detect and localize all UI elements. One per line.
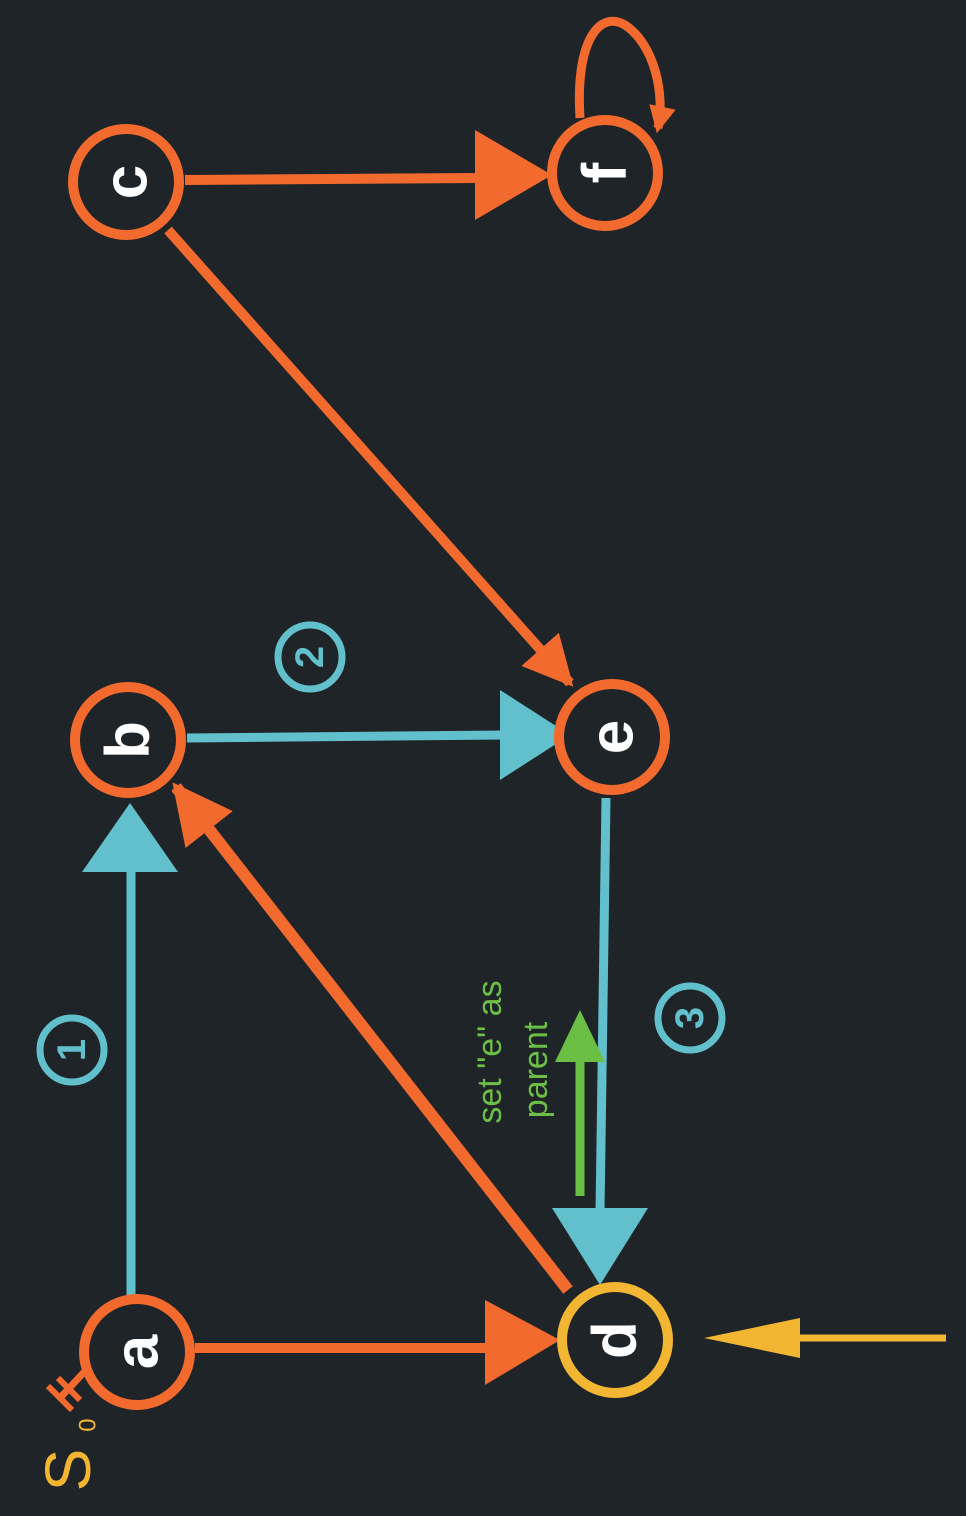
- edge-d-b: [171, 782, 573, 1294]
- step-3-label: 3: [668, 1007, 712, 1029]
- node-e: e: [554, 679, 670, 795]
- node-a: a: [79, 1294, 195, 1410]
- edge-c-e: [164, 226, 574, 687]
- parent-note-line-2: parent: [517, 1021, 555, 1118]
- node-d-label: d: [581, 1321, 650, 1359]
- edge-a-d: [195, 1300, 560, 1385]
- step-1-label: 1: [50, 1039, 94, 1061]
- node-b: b: [70, 682, 186, 798]
- edge-c-f: [184, 130, 552, 220]
- parent-pointer-arrow: [555, 1010, 605, 1196]
- edge-b-e-traversal: [186, 690, 570, 780]
- node-f-label: f: [571, 162, 640, 183]
- edge-e-d-traversal: [552, 797, 648, 1285]
- node-e-label: e: [578, 720, 647, 754]
- step-badge-2: 2: [274, 621, 346, 693]
- step-badge-3: 3: [654, 982, 726, 1054]
- node-f: f: [547, 115, 663, 231]
- node-a-label: a: [103, 1334, 172, 1369]
- node-b-label: b: [94, 721, 163, 759]
- edge-f-self-loop: [574, 16, 676, 134]
- node-c-label: c: [92, 165, 161, 199]
- step-badge-1: 1: [36, 1014, 108, 1086]
- start-state-subscript: 0: [75, 1418, 102, 1431]
- parent-note-line-1: set "e" as: [471, 980, 509, 1123]
- parent-note: set "e" as parent: [471, 980, 555, 1123]
- current-node-arrow: [704, 1318, 946, 1358]
- edge-a-b-traversal: [82, 803, 178, 1295]
- node-d: d: [557, 1282, 673, 1398]
- step-2-label: 2: [288, 646, 332, 668]
- node-c: c: [68, 124, 184, 240]
- start-tick-icon: [57, 1367, 89, 1401]
- start-state-label: S: [32, 1449, 104, 1492]
- start-state-marker: S 0: [32, 1367, 104, 1492]
